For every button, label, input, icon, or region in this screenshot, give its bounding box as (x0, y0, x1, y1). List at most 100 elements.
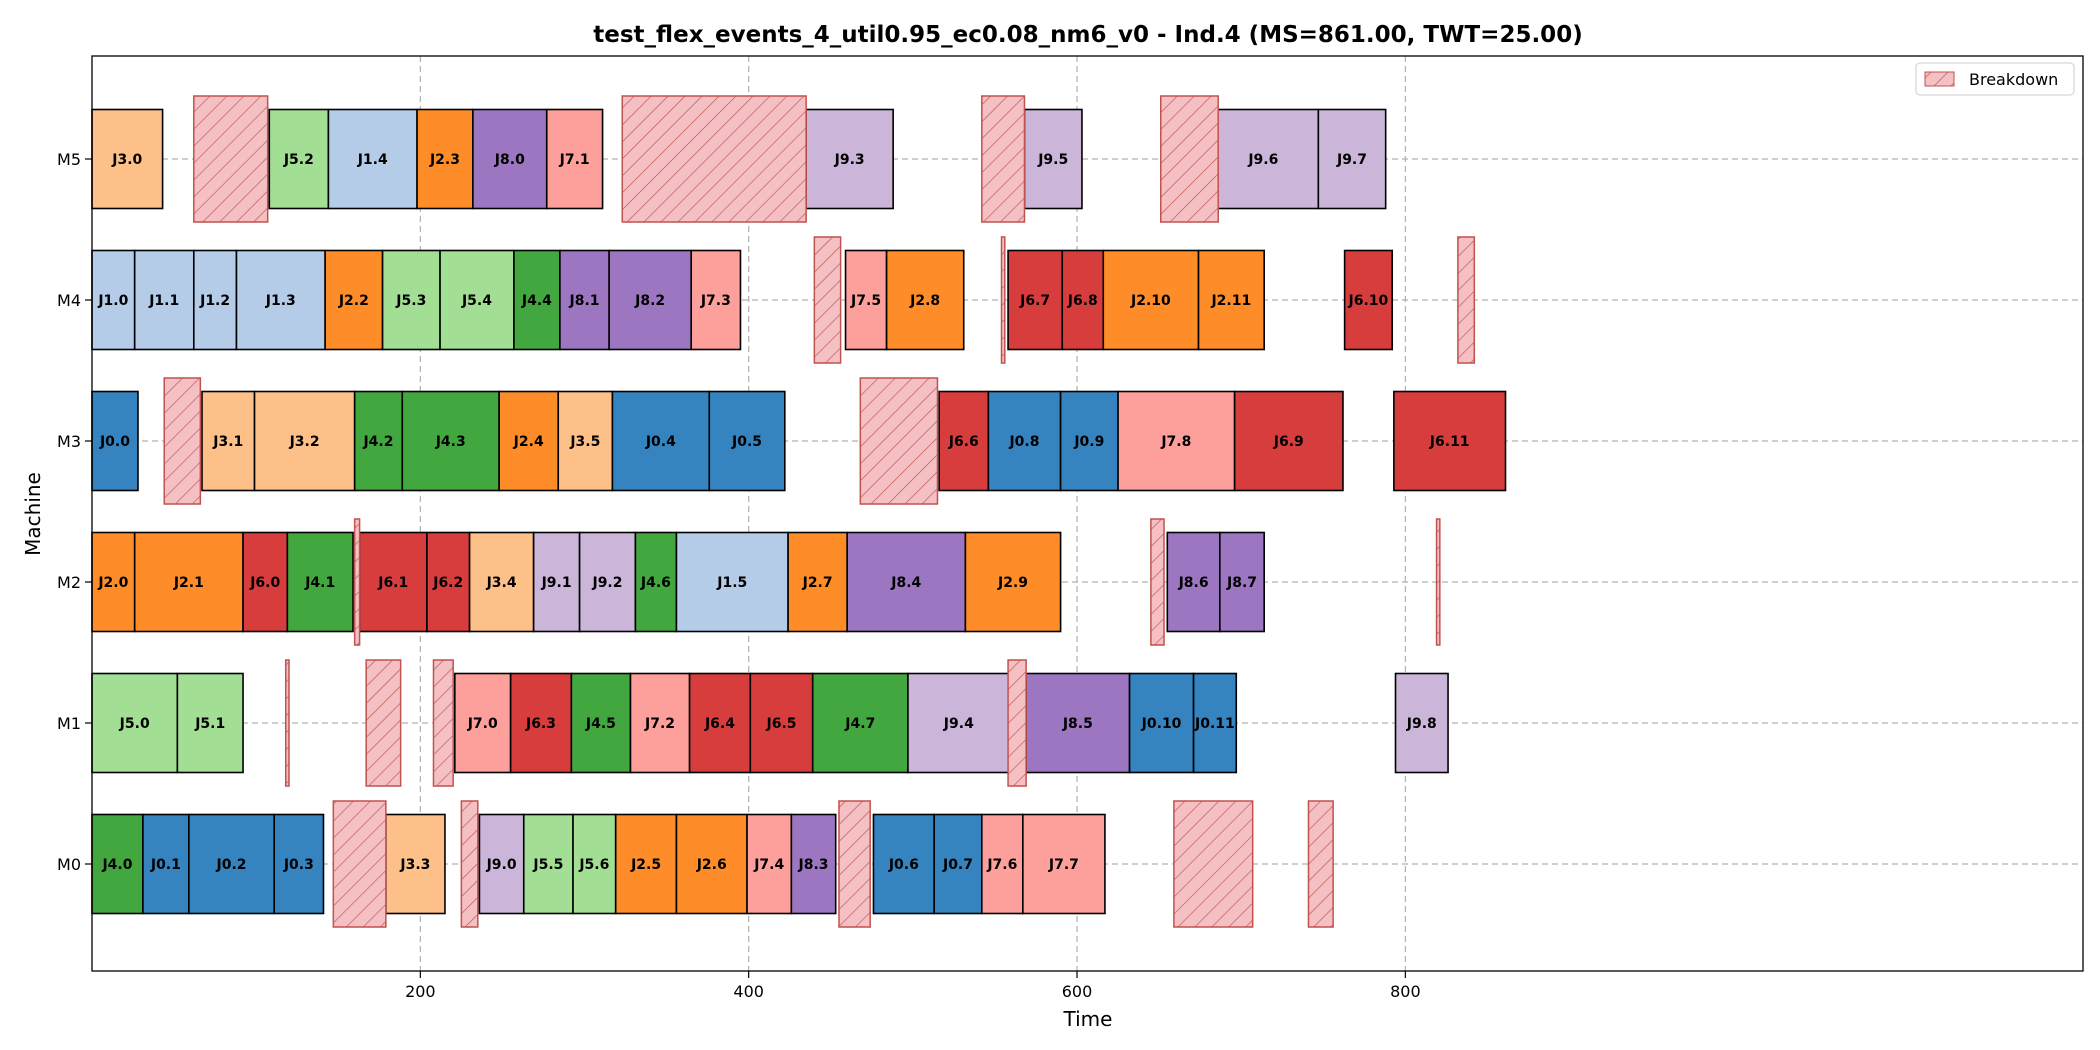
operation-label: J2.2 (338, 293, 369, 309)
axes: 200 400 600 800 M0 M1 M2 M3 M4 M5 (57, 150, 1421, 1001)
operation-bar (790, 813, 837, 915)
operation-label: J6.9 (1273, 434, 1304, 450)
y-tick-label: M3 (57, 432, 81, 451)
operation-label: J0.1 (150, 857, 181, 873)
operation-bar (91, 390, 139, 492)
breakdown-bar (1000, 236, 1006, 364)
operation-bar (385, 813, 446, 915)
operation-bar (611, 390, 711, 492)
operation-bar (1219, 531, 1265, 633)
operation-label: J1.3 (265, 293, 296, 309)
operation-bar (629, 672, 691, 774)
operation-bar (509, 672, 573, 774)
operation-label: J0.8 (1008, 434, 1039, 450)
breakdown-bar (193, 95, 269, 223)
breakdown-bar (1307, 800, 1334, 928)
operation-label: J8.6 (1178, 575, 1209, 591)
breakdown-bar (1435, 518, 1441, 646)
operation-bar (1166, 531, 1221, 633)
operation-label: J6.7 (1019, 293, 1050, 309)
breakdown-bar (981, 95, 1026, 223)
operation-bar (253, 390, 356, 492)
x-axis-label: Time (1063, 1007, 1113, 1031)
breakdown-bar (460, 800, 479, 928)
breakdown-bar (813, 236, 842, 364)
operation-bar (1007, 249, 1064, 351)
operation-label: J6.0 (249, 575, 280, 591)
operation-label: J6.8 (1067, 293, 1098, 309)
operation-label: J9.2 (591, 575, 622, 591)
operation-bar (478, 813, 525, 915)
operation-bar (846, 531, 967, 633)
operation-label: J0.6 (888, 857, 919, 873)
operation-label: J1.2 (199, 293, 230, 309)
operation-bar (933, 813, 983, 915)
operation-label: J3.1 (212, 434, 243, 450)
operation-label: J0.4 (645, 434, 676, 450)
operation-label: J7.7 (1048, 857, 1079, 873)
y-tick-label: M5 (57, 150, 81, 169)
operation-label: J5.6 (578, 857, 609, 873)
operation-label: J9.8 (1406, 716, 1437, 732)
operation-label: J1.5 (716, 575, 747, 591)
operation-bar (522, 813, 574, 915)
legend-box (1915, 62, 2075, 96)
operation-label: J5.3 (395, 293, 426, 309)
legend-label-breakdown: Breakdown (1969, 70, 2058, 89)
operation-bar (787, 531, 848, 633)
operation-bar (1102, 249, 1200, 351)
operation-label: J2.5 (630, 857, 661, 873)
operation-bar (981, 813, 1024, 915)
operation-bar (91, 531, 136, 633)
operation-bar (907, 672, 1011, 774)
operation-bar (1059, 390, 1119, 492)
operation-bar (749, 672, 814, 774)
breakdown-bar (284, 659, 290, 787)
operation-label: J2.9 (997, 575, 1028, 591)
operation-label: J9.4 (943, 716, 974, 732)
operation-label: J0.5 (731, 434, 762, 450)
operation-label: J2.4 (513, 434, 544, 450)
breakdown-bar (353, 518, 361, 646)
operation-bars: J4.0 J0.1 J0.2 J0.3 J3.3 J9.0 J5.5 J5.6 J2.5 J2.6… (91, 108, 1507, 915)
operation-bar (675, 531, 789, 633)
operation-bar (572, 813, 617, 915)
operation-bar (708, 390, 786, 492)
chart-title: test_flex_events_4_util0.95_ec0.08_nm6_v… (593, 22, 1582, 48)
operation-label: J5.5 (532, 857, 563, 873)
operation-label: J6.10 (1348, 293, 1389, 309)
operation-label: J2.8 (909, 293, 940, 309)
operation-label: J8.2 (634, 293, 665, 309)
operation-bar (188, 813, 276, 915)
operation-bar (1128, 672, 1195, 774)
operation-label: J1.0 (97, 293, 128, 309)
operation-label: J6.6 (948, 434, 979, 450)
operation-bar (324, 249, 384, 351)
operation-label: J7.5 (850, 293, 881, 309)
operation-bar (1061, 249, 1105, 351)
operation-bar (242, 531, 289, 633)
operation-label: J0.0 (99, 434, 130, 450)
operation-bar (532, 531, 581, 633)
operation-label: J8.5 (1062, 716, 1093, 732)
operation-bar (570, 672, 632, 774)
operation-label: J6.11 (1429, 434, 1470, 450)
breakdown-bar (432, 659, 454, 787)
operation-label: J6.4 (704, 716, 735, 732)
operation-bar (176, 672, 244, 774)
operation-label: J3.0 (111, 152, 142, 168)
operation-label: J2.3 (429, 152, 460, 168)
operation-label: J2.10 (1130, 293, 1171, 309)
operation-bar (454, 672, 512, 774)
operation-bar (358, 531, 428, 633)
operation-label: J0.2 (216, 857, 247, 873)
operation-label: J4.4 (521, 293, 552, 309)
operation-label: J4.3 (435, 434, 466, 450)
breakdown-bar (1457, 236, 1476, 364)
operation-label: J2.7 (802, 575, 833, 591)
operation-bar (468, 531, 535, 633)
operation-label: J4.0 (101, 857, 132, 873)
operation-label: J9.5 (1037, 152, 1068, 168)
operation-bar (964, 531, 1062, 633)
breakdown-bars (163, 95, 1476, 928)
